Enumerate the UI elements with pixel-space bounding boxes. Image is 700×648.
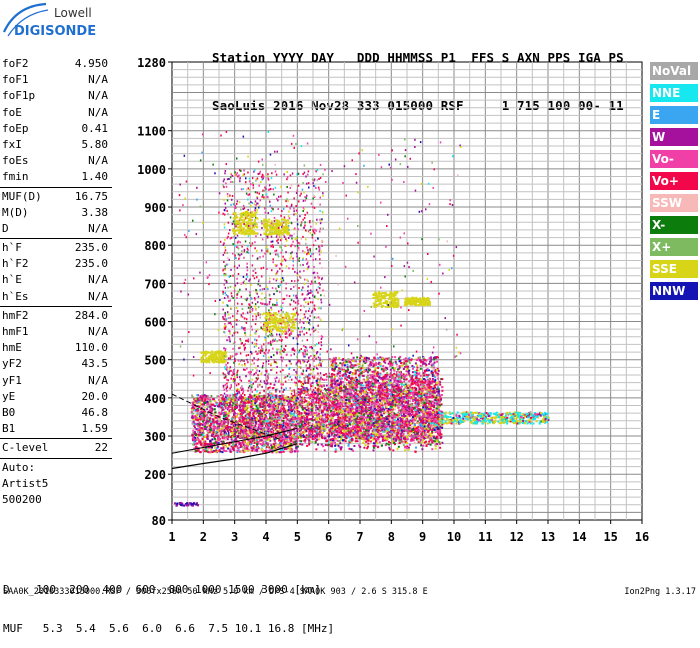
x-tick-label: 10	[447, 530, 461, 544]
legend-item-ssw: SSW	[650, 194, 698, 212]
y-tick-label: 900	[144, 201, 166, 215]
muf-table: D 100 200 400 600 800 1000 1500 3000 [km…	[3, 557, 334, 648]
y-tick-label: 800	[144, 239, 166, 253]
y-tick-label: 600	[144, 316, 166, 330]
x-tick-label: 4	[262, 530, 269, 544]
y-axis-ticks: 80 200 300 400 500 600 700 800 900 1000 1100 1280	[137, 56, 172, 528]
y-tick-label: 400	[144, 392, 166, 406]
x-tick-label: 9	[419, 530, 426, 544]
legend-item-nne: NNE	[650, 84, 698, 102]
x-tick-label: 7	[356, 530, 363, 544]
x-tick-label: 5	[294, 530, 301, 544]
y-tick-label: 300	[144, 430, 166, 444]
x-tick-label: 8	[388, 530, 395, 544]
x-tick-label: 16	[635, 530, 649, 544]
y-tick-label: 1000	[137, 163, 166, 177]
x-tick-label: 15	[603, 530, 617, 544]
x-tick-label: 11	[478, 530, 492, 544]
legend-item-e: E	[650, 106, 698, 124]
ionogram-plot: 80 200 300 400 500 600 700 800 900 1000 1100 1280 1…	[0, 0, 700, 600]
x-tick-label: 2	[200, 530, 207, 544]
x-tick-label: 14	[572, 530, 586, 544]
x-tick-label: 6	[325, 530, 332, 544]
y-tick-label: 700	[144, 277, 166, 291]
x-tick-label: 3	[231, 530, 238, 544]
legend-item-noval: NoVal	[650, 62, 698, 80]
y-tick-label: 1280	[137, 56, 166, 70]
y-tick-label: 500	[144, 354, 166, 368]
file-info: SAA0K_2016333015000.RSF / 300fx256h 50 k…	[3, 587, 428, 597]
echo-points	[174, 131, 550, 507]
x-tick-label: 12	[509, 530, 523, 544]
legend-item-w: W	[650, 128, 698, 146]
app-version: Ion2Png 1.3.17	[624, 587, 696, 597]
muf-value-row: MUF 5.3 5.4 5.6 6.0 6.6 7.5 10.1 16.8 [M…	[3, 622, 334, 635]
legend-item-x: X-	[650, 216, 698, 234]
y-tick-label: 200	[144, 468, 166, 482]
x-tick-label: 1	[168, 530, 175, 544]
legend-item-sse: SSE	[650, 260, 698, 278]
legend-item-x: X+	[650, 238, 698, 256]
y-tick-label: 80	[152, 514, 166, 528]
legend-item-vo: Vo+	[650, 172, 698, 190]
y-tick-label: 1100	[137, 125, 166, 139]
legend-item-vo: Vo-	[650, 150, 698, 168]
x-tick-label: 13	[541, 530, 555, 544]
legend-item-nnw: NNW	[650, 282, 698, 300]
